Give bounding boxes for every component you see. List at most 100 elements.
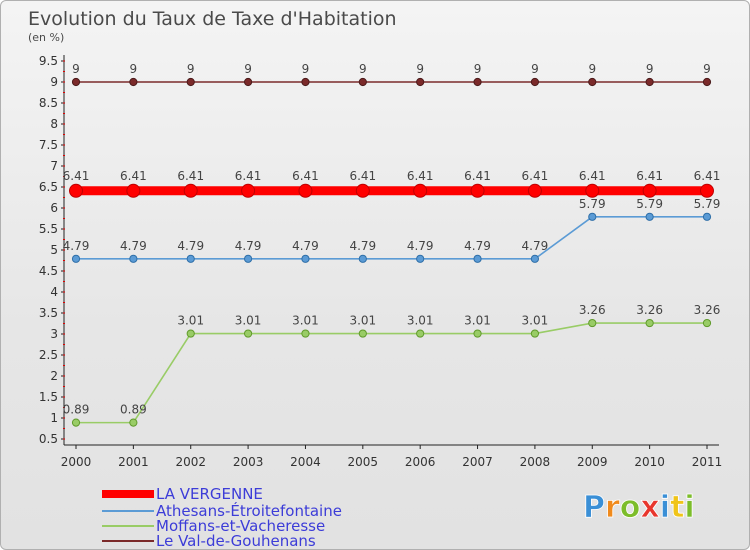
y-tick-label: 6 [50,201,58,215]
data-point [243,254,253,263]
data-point [71,418,81,427]
data-label: 6.41 [522,169,549,183]
series-line [76,322,707,424]
data-label: 3.26 [636,303,663,317]
data-point [413,183,428,198]
data-point [301,254,310,263]
data-point [530,329,540,338]
legend-label: LA VERGENNE [156,485,263,503]
data-label: 5.79 [694,197,721,211]
logo-letter: t [670,490,684,525]
series-line [76,216,707,260]
y-tick-label: 1 [50,411,58,425]
data-point [358,329,367,338]
axes: 0.5 1 1.5 2 2.5 3 3.5 4 4.5 5 5.5 6 6.5 7 7.5 8 8.5 9 9.5 2… [39,54,722,469]
data-label: 3.26 [579,303,606,317]
data-point [301,329,310,338]
x-tick-label: 2002 [175,455,206,469]
data-label: 4.79 [464,239,491,253]
data-point [588,318,597,328]
data-label: 0.89 [120,403,147,417]
data-point [126,183,141,198]
data-point [129,254,138,263]
series-le-val-de-gouhenans: 9 9 9 9 9 9 9 9 9 9 9 9 [71,62,712,87]
y-tick-label: 1.5 [39,390,58,404]
data-point [585,183,600,198]
data-point [71,77,81,87]
data-label: 6.41 [349,169,376,183]
data-point [355,183,370,198]
data-label: 3.01 [292,314,319,328]
data-label: 9 [130,62,138,76]
series-la-vergenne: 6.41 6.41 6.41 6.41 6.41 6.41 6.41 6.41 6.41 6.41… [63,169,721,198]
data-point [645,77,654,87]
data-label: 3.01 [407,314,434,328]
data-label: 6.41 [235,169,262,183]
legend-label: Moffans-et-Vacheresse [156,517,325,535]
data-label: 3.01 [464,314,491,328]
logo-letter: x [640,490,659,525]
series-athesans-troitefontaine: 4.79 4.79 4.79 4.79 4.79 4.79 4.79 4.79 4.79 5.79… [63,197,721,263]
data-label: 4.79 [292,239,319,253]
data-label: 3.01 [235,314,262,328]
data-label: 9 [588,62,596,76]
y-tick-label: 3 [50,327,58,341]
x-tick-label: 2009 [577,455,608,469]
data-label: 6.41 [63,169,90,183]
x-tick-label: 2008 [520,455,551,469]
data-label: 9 [302,62,310,76]
x-tick-label: 2001 [118,455,149,469]
data-label: 3.01 [177,314,204,328]
proxiti-logo: Proxiti [583,490,696,526]
x-tick-label: 2005 [348,455,379,469]
data-point [186,329,195,338]
data-point [416,254,425,263]
data-label: 9 [72,62,80,76]
data-label: 4.79 [407,239,434,253]
data-label: 9 [359,62,367,76]
data-point [186,254,195,263]
y-tick-label: 8.5 [39,96,58,110]
data-label: 6.41 [120,169,147,183]
data-point [243,329,253,338]
data-label: 9 [244,62,252,76]
data-label: 9 [474,62,482,76]
y-tick-label: 8 [50,117,58,131]
data-point [129,418,138,427]
data-point [358,254,367,263]
data-label: 5.79 [579,197,606,211]
data-point [186,77,195,87]
data-label: 0.89 [63,403,90,417]
data-label: 9 [703,62,711,76]
data-label: 5.79 [636,197,663,211]
legend-label: Le Val-de-Gouhenans [156,532,316,550]
data-label: 4.79 [177,239,204,253]
data-label: 3.26 [694,303,721,317]
y-tick-label: 5.5 [39,222,58,236]
data-label: 9 [416,62,424,76]
data-point [588,77,597,87]
data-point [473,254,482,263]
data-label: 6.41 [636,169,663,183]
proxiti-logo-text: Proxiti [583,490,695,525]
data-point [358,77,367,87]
y-tick-label: 6.5 [39,180,58,194]
chart-title: Evolution du Taux de Taxe d'Habitation [28,8,397,30]
y-tick-label: 4.5 [39,264,58,278]
y-tick-label: 0.5 [39,432,58,446]
data-label: 4.79 [349,239,376,253]
data-label: 6.41 [694,169,721,183]
logo-letter: o [620,490,641,525]
data-label: 4.79 [120,239,147,253]
series-moffans-et-vacheresse: 0.89 0.89 3.01 3.01 3.01 3.01 3.01 3.01 3.01 3.26… [63,303,721,427]
x-tick-label: 2004 [290,455,321,469]
x-tick-label: 2003 [233,455,264,469]
data-point [642,183,657,198]
chart-subtitle: (en %) [28,31,64,44]
x-tick-label: 2011 [692,455,723,469]
data-point [183,183,198,198]
legend: LA VERGENNEAthesans-ÉtroitefontaineMoffa… [102,485,342,550]
data-label: 6.41 [579,169,606,183]
x-tick-label: 2000 [61,455,92,469]
